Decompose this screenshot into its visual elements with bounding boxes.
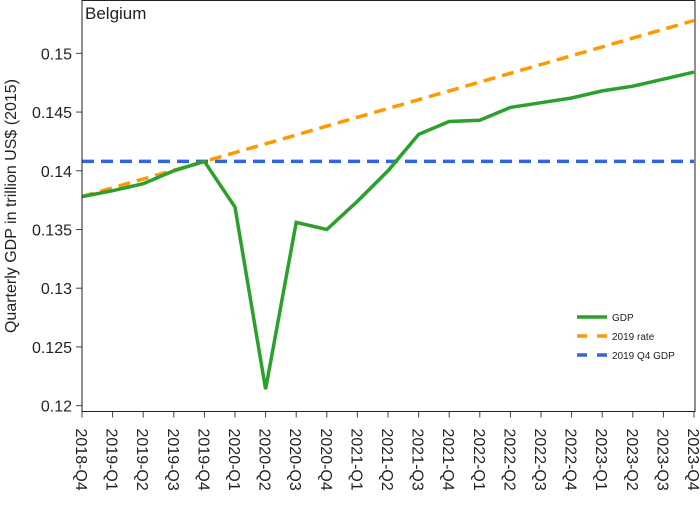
x-tick-label: 2019-Q2 xyxy=(133,429,150,491)
x-tick-label: 2021-Q1 xyxy=(347,429,364,491)
x-tick-label: 2021-Q3 xyxy=(409,429,426,491)
x-tick-label: 2019-Q1 xyxy=(103,429,120,491)
x-tick-label: 2023-Q4 xyxy=(684,429,700,491)
x-tick-label: 2021-Q2 xyxy=(378,429,395,491)
chart-title: Belgium xyxy=(85,4,146,23)
x-tick-label: 2023-Q1 xyxy=(592,429,609,491)
y-axis-label: Quarterly GDP in trillion US$ (2015) xyxy=(3,79,20,333)
x-tick-label: 2022-Q3 xyxy=(531,429,548,491)
x-tick-label: 2018-Q4 xyxy=(72,429,89,491)
x-tick-label: 2020-Q4 xyxy=(317,429,334,491)
x-tick-label: 2019-Q4 xyxy=(194,429,211,491)
x-tick-label: 2023-Q3 xyxy=(653,429,670,491)
x-tick-label: 2020-Q2 xyxy=(256,429,273,491)
plot-frame xyxy=(81,0,696,412)
x-tick-label: 2022-Q2 xyxy=(500,429,517,491)
y-tick-label: 0.14 xyxy=(41,164,72,181)
y-tick-label: 0.15 xyxy=(41,46,72,63)
series-line-gdp xyxy=(81,70,695,390)
legend-label: 2019 rate xyxy=(612,332,655,343)
x-tick-label: 2019-Q3 xyxy=(164,429,181,491)
x-tick-label: 2022-Q4 xyxy=(562,429,579,491)
y-tick-label: 0.145 xyxy=(32,105,72,122)
legend-label: GDP xyxy=(612,313,634,324)
x-tick-label: 2021-Q4 xyxy=(439,429,456,491)
legend: GDP 2019 rate 2019 Q4 GDP xyxy=(577,313,675,362)
x-tick-label: 2022-Q1 xyxy=(470,429,487,491)
y-tick-label: 0.12 xyxy=(41,399,72,416)
x-tick-label: 2020-Q1 xyxy=(225,429,242,491)
y-tick-label: 0.13 xyxy=(41,281,72,298)
legend-label: 2019 Q4 GDP xyxy=(612,351,675,362)
x-tick-label: 2020-Q3 xyxy=(286,429,303,491)
y-tick-label: 0.135 xyxy=(32,222,72,239)
x-tick-label: 2023-Q2 xyxy=(623,429,640,491)
y-tick-label: 0.125 xyxy=(32,340,72,357)
